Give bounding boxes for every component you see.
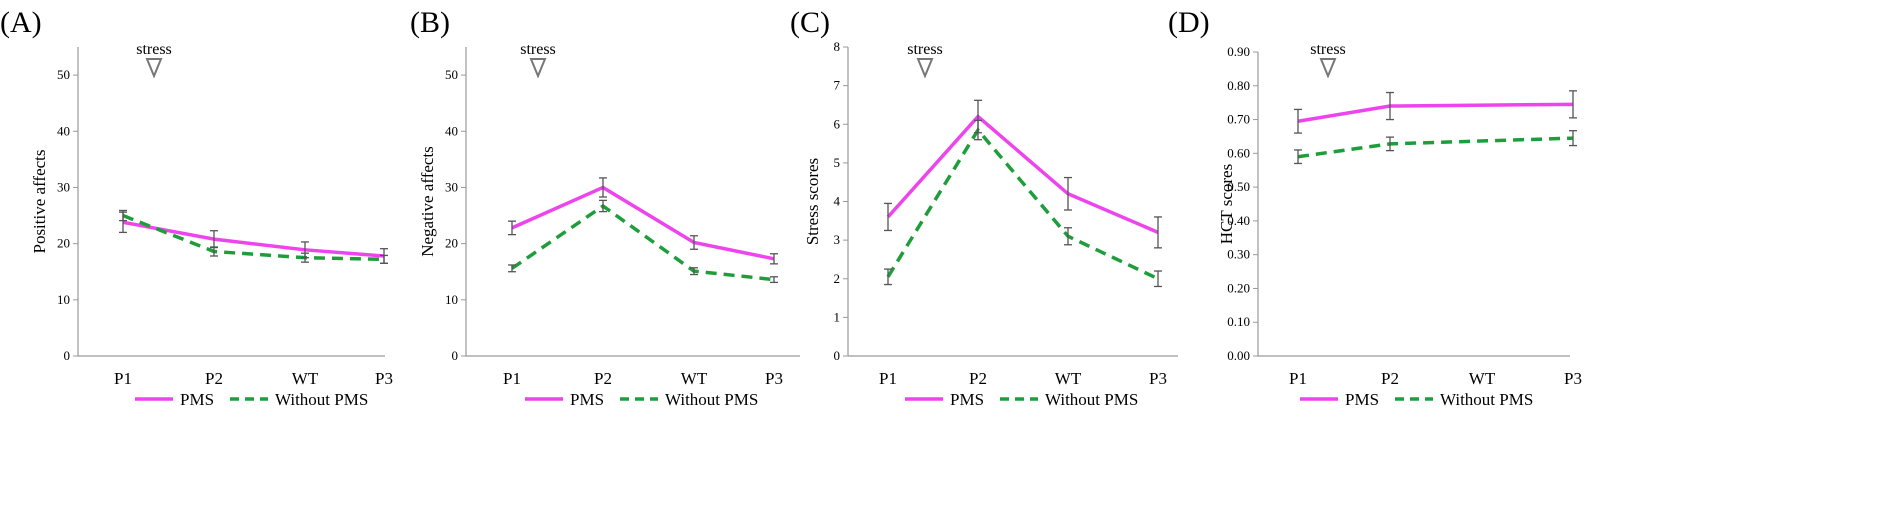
y-tick-label: 10 (57, 292, 70, 307)
y-axis-title: Stress scores (803, 158, 822, 245)
y-tick-label: 6 (834, 116, 841, 131)
y-tick-label: 2 (834, 271, 841, 286)
y-tick-label: 0 (834, 348, 841, 363)
x-tick-label: P3 (375, 369, 393, 388)
y-tick-label: 0.00 (1227, 348, 1250, 363)
stress-marker-icon (1319, 58, 1337, 79)
y-tick-label: 8 (834, 39, 841, 54)
stress-marker-icon (916, 58, 934, 79)
y-tick-label: 0.50 (1227, 179, 1250, 194)
y-tick-label: 0.30 (1227, 247, 1250, 262)
y-tick-label: 40 (445, 123, 458, 138)
y-tick-label: 0.90 (1227, 44, 1250, 59)
y-tick-label: 3 (834, 232, 841, 247)
stress-label: stress (1310, 41, 1346, 58)
x-tick-label: P3 (1149, 369, 1167, 388)
x-tick-label: P2 (594, 369, 612, 388)
legend-pms-label: PMS (1345, 390, 1379, 409)
panel-label: (C) (790, 6, 830, 39)
x-tick-label: P2 (969, 369, 987, 388)
stress-marker-icon (145, 58, 163, 79)
y-tick-label: 30 (57, 179, 70, 194)
legend-pms-label: PMS (950, 390, 984, 409)
y-tick-label: 1 (834, 309, 841, 324)
stress-label: stress (136, 41, 172, 58)
y-tick-label: 0.10 (1227, 314, 1250, 329)
y-tick-label: 0.60 (1227, 145, 1250, 160)
panel-label: (B) (410, 6, 450, 39)
x-tick-label: WT (1055, 369, 1082, 388)
pms-series-line (511, 185, 775, 261)
y-tick-label: 0 (64, 348, 71, 363)
x-tick-label: P1 (503, 369, 521, 388)
x-tick-label: WT (681, 369, 708, 388)
panel-a: (A) 0 10 20 30 40 50 Positive affects P1 P2 WT P3 st… (0, 6, 393, 409)
x-tick-label: P2 (205, 369, 223, 388)
stress-label: stress (520, 41, 556, 58)
y-tick-label: 50 (445, 67, 458, 82)
panel-c: (C) 0 1 2 3 4 5 6 7 8 Stress scores P1 P2 WT P3 stress P… (790, 6, 1178, 409)
legend-without-pms-label: Without PMS (1440, 390, 1533, 409)
y-tick-label: 0.70 (1227, 112, 1250, 127)
y-tick-label: 50 (57, 67, 70, 82)
y-tick-label: 0 (452, 348, 459, 363)
x-tick-label: P2 (1381, 369, 1399, 388)
legend-pms-label: PMS (570, 390, 604, 409)
panel-d: (D) 0.00 0.10 0.20 0.30 0.40 0.50 0.60 0.70 0.80 0… (1168, 6, 1582, 409)
stress-label: stress (907, 41, 943, 58)
y-axis-title: HCT scores (1217, 164, 1236, 244)
stress-marker-icon (529, 58, 547, 79)
pms-series-line (886, 114, 1159, 235)
y-axis-title: Positive affects (30, 149, 49, 253)
x-tick-label: WT (1469, 369, 1496, 388)
x-tick-label: P1 (114, 369, 132, 388)
y-tick-label: 10 (445, 292, 458, 307)
y-tick-label: 4 (834, 194, 841, 209)
y-tick-label: 7 (834, 78, 841, 93)
pms-series-line (1297, 102, 1574, 123)
y-tick-label: 20 (57, 236, 70, 251)
x-tick-label: P1 (879, 369, 897, 388)
without-pms-series-line (1297, 136, 1574, 159)
legend-pms-label: PMS (180, 390, 214, 409)
y-tick-label: 5 (834, 155, 841, 170)
x-tick-label: WT (292, 369, 319, 388)
x-tick-label: P3 (765, 369, 783, 388)
pms-series-line (122, 220, 385, 258)
without-pms-series-line (511, 203, 775, 282)
y-tick-label: 0.80 (1227, 78, 1250, 93)
y-tick-label: 0.40 (1227, 213, 1250, 228)
y-tick-label: 0.20 (1227, 280, 1250, 295)
x-tick-label: P1 (1289, 369, 1307, 388)
legend-without-pms-label: Without PMS (665, 390, 758, 409)
legend-without-pms-label: Without PMS (1045, 390, 1138, 409)
panel-b: (B) 0 10 20 30 40 50 Negative affects P1 P2 WT P3 st… (410, 6, 800, 409)
x-tick-label: P3 (1564, 369, 1582, 388)
y-axis-title: Negative affects (418, 146, 437, 257)
y-tick-label: 20 (445, 236, 458, 251)
without-pms-series-line (886, 127, 1159, 281)
legend-without-pms-label: Without PMS (275, 390, 368, 409)
panel-label: (A) (0, 6, 42, 39)
y-tick-label: 40 (57, 123, 70, 138)
panel-label: (D) (1168, 6, 1210, 39)
y-tick-label: 30 (445, 179, 458, 194)
